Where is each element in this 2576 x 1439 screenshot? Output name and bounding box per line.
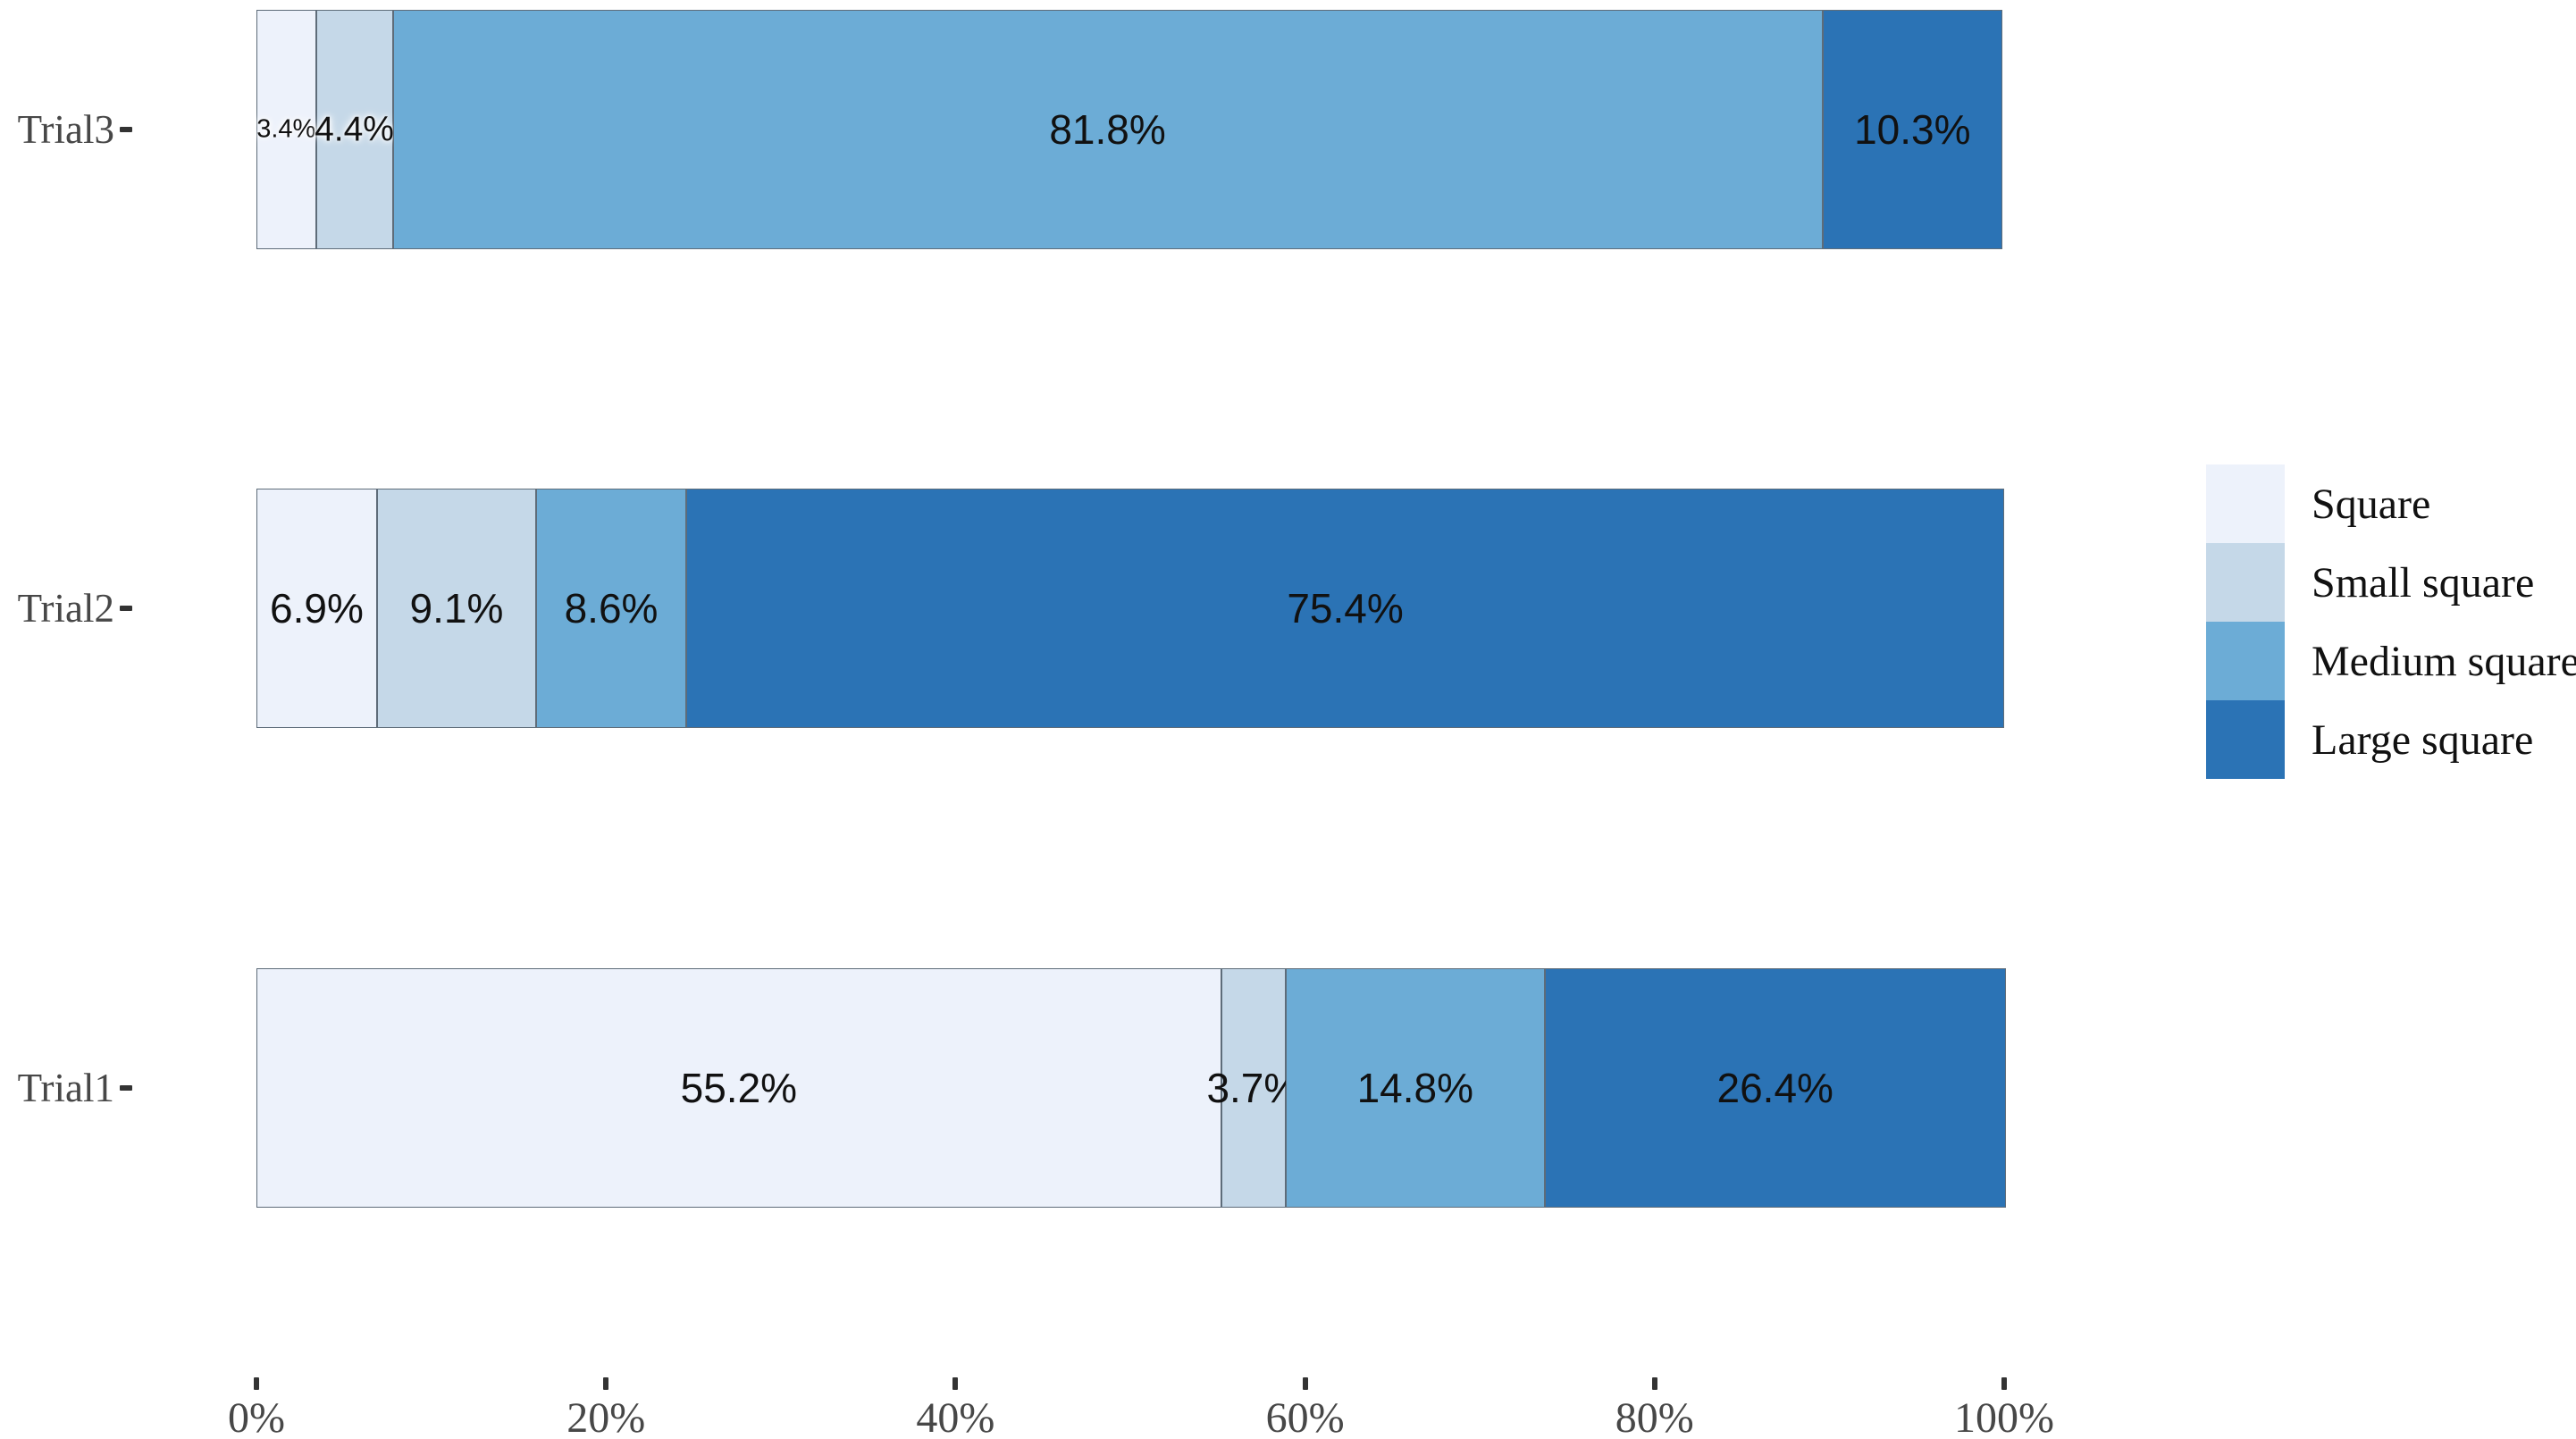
segment-label: 10.3% (1854, 106, 1971, 153)
segment-label: 3.4% (256, 114, 316, 144)
segment-label: 75.4% (1287, 585, 1404, 632)
legend-swatch-large-square (2206, 700, 2285, 779)
segment-label: 4.4% (315, 110, 394, 149)
bar-row-trial2: 6.9% 9.1% 8.6% 75.4% (256, 489, 2004, 728)
bar-segment-square: 55.2% (256, 968, 1221, 1208)
segment-label: 26.4% (1716, 1065, 1833, 1111)
y-tick-mark (120, 606, 132, 611)
x-tick-mark (952, 1377, 959, 1390)
segment-label: 55.2% (680, 1065, 798, 1111)
y-axis-label-trial2: Trial2 (17, 586, 114, 631)
segment-label: 8.6% (564, 585, 659, 632)
bar-row-trial3: 3.4% 4.4% 81.8% 10.3% (256, 10, 2004, 249)
bar-segment-medium-square: 81.8% (392, 10, 1823, 249)
segment-label: 3.7% (1206, 1065, 1301, 1111)
y-axis-label-trial1: Trial1 (17, 1066, 114, 1110)
x-tick-label: 40% (916, 1394, 995, 1439)
bar-segment-small-square: 3.7% (1206, 968, 1300, 1208)
legend-label: Medium square (2312, 637, 2576, 685)
bar-segment-medium-square: 8.6% (535, 489, 687, 728)
bar-segment-large-square: 10.3% (1822, 10, 2003, 249)
legend-label: Large square (2312, 715, 2534, 764)
x-tick-label: 80% (1615, 1394, 1694, 1439)
legend-label: Small square (2312, 558, 2535, 607)
x-tick-label: 60% (1265, 1394, 1345, 1439)
segment-label: 6.9% (270, 585, 364, 632)
x-tick-label: 0% (228, 1394, 285, 1439)
y-tick-mark (120, 1085, 132, 1091)
legend-item-large-square: Large square (2206, 700, 2576, 779)
x-tick-mark (603, 1377, 609, 1390)
segment-label: 9.1% (409, 585, 504, 632)
legend-item-medium-square: Medium square (2206, 622, 2576, 700)
bar-segment-large-square: 26.4% (1544, 968, 2006, 1208)
legend-swatch-medium-square (2206, 622, 2285, 700)
x-tick-mark (2001, 1377, 2007, 1390)
legend-swatch-small-square (2206, 543, 2285, 622)
x-tick-label: 100% (1954, 1394, 2054, 1439)
bar-segment-small-square: 4.4% (315, 10, 394, 249)
legend: Square Small square Medium square Large squ… (2206, 464, 2576, 779)
legend-item-small-square: Small square (2206, 543, 2576, 622)
legend-item-square: Square (2206, 464, 2576, 543)
y-axis-label-trial3: Trial3 (17, 107, 114, 152)
y-tick-mark (120, 127, 132, 132)
x-tick-label: 20% (566, 1394, 646, 1439)
legend-label: Square (2312, 480, 2431, 528)
bar-segment-square: 6.9% (256, 489, 377, 728)
bar-segment-large-square: 75.4% (686, 489, 2004, 728)
x-tick-mark (1651, 1377, 1657, 1390)
bar-segment-square: 3.4% (256, 10, 316, 249)
x-tick-mark (254, 1377, 259, 1390)
segment-label: 81.8% (1049, 106, 1166, 153)
x-tick-mark (1302, 1377, 1308, 1390)
legend-swatch-square (2206, 464, 2285, 543)
bar-segment-medium-square: 14.8% (1286, 968, 1545, 1208)
bar-segment-small-square: 9.1% (376, 489, 536, 728)
segment-label: 14.8% (1356, 1065, 1474, 1111)
bar-row-trial1: 55.2% 3.7% 14.8% 26.4% (256, 968, 2006, 1208)
